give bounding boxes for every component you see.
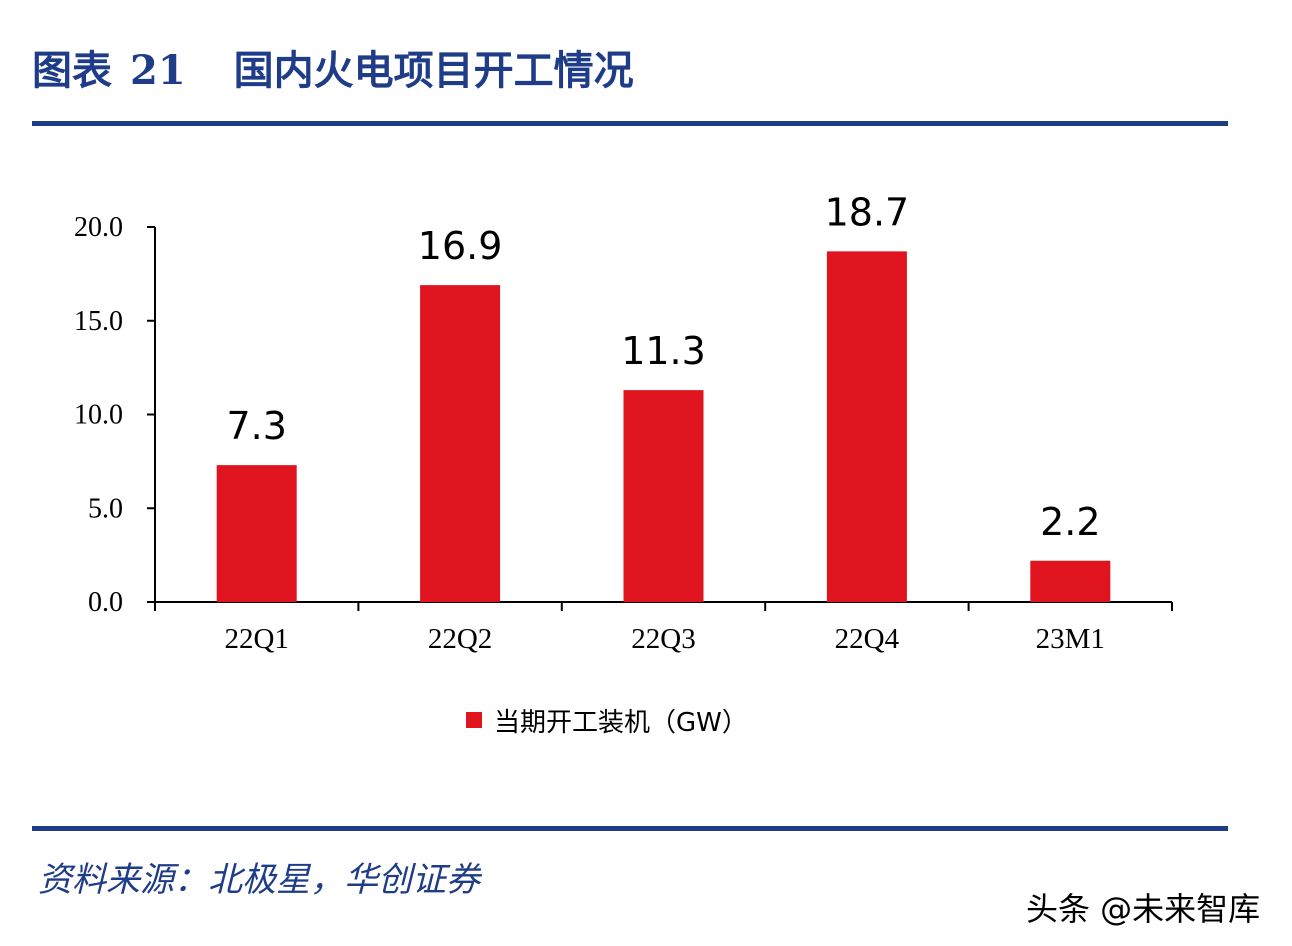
y-tick-label: 0.0 <box>88 587 123 618</box>
bottom-divider <box>32 826 1228 831</box>
x-tick-label: 23M1 <box>1036 623 1105 655</box>
data-label: 11.3 <box>621 329 706 373</box>
top-divider <box>32 121 1228 126</box>
y-tick-label: 15.0 <box>74 306 123 337</box>
bar <box>623 390 704 602</box>
legend: 当期开工装机（GW） <box>466 700 748 740</box>
bar <box>420 285 501 602</box>
data-label: 7.3 <box>226 404 286 448</box>
y-tick-label: 5.0 <box>88 493 123 524</box>
x-tick-label: 22Q4 <box>835 623 900 655</box>
y-tick-label: 20.0 <box>74 212 123 243</box>
bar <box>826 251 907 602</box>
bar <box>1030 560 1111 602</box>
x-tick-label: 22Q1 <box>224 623 288 655</box>
figure-number: 21 <box>130 47 186 94</box>
data-label: 18.7 <box>825 190 910 234</box>
legend-swatch <box>466 712 482 728</box>
chart-title: 国内火电项目开工情况 <box>233 47 634 94</box>
x-tick-label: 22Q3 <box>631 623 695 655</box>
x-tick-label: 22Q2 <box>428 623 492 655</box>
bar <box>216 465 297 602</box>
watermark: 头条 @未来智库 <box>1026 890 1261 928</box>
source-note: 资料来源：北极星，华创证券 <box>38 860 480 900</box>
bar-chart: 0.0 5.0 10.0 15.0 20.0 7.3 22Q1 16.9 22Q2 11.3 22Q… <box>74 190 1173 655</box>
figure-label: 图表 <box>32 47 112 94</box>
figure-title: 图表 21 国内火电项目开工情况 <box>32 38 1228 118</box>
y-tick-label: 10.0 <box>74 400 123 431</box>
legend-label: 当期开工装机（GW） <box>494 707 748 738</box>
data-label: 2.2 <box>1040 500 1100 544</box>
data-label: 16.9 <box>418 224 503 268</box>
